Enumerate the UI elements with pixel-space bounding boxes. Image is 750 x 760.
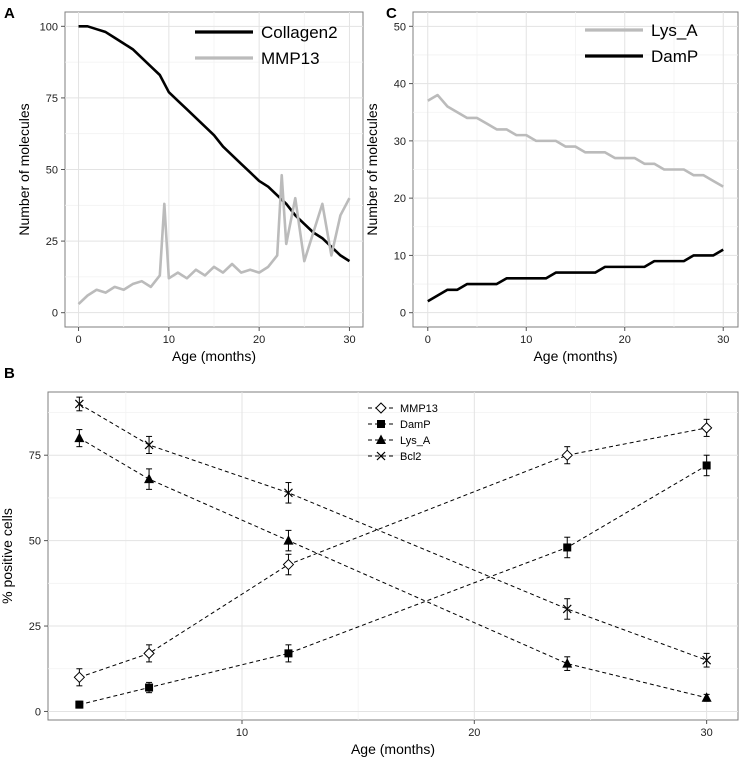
point-damp	[284, 649, 293, 658]
point-mmp13	[561, 449, 573, 461]
point-bcl2	[144, 440, 154, 450]
tick-label-y: 40	[394, 79, 406, 91]
tick-label-x: 10	[520, 334, 532, 346]
series-line-damp	[79, 465, 707, 706]
legend-label-mmp13: MMP13	[261, 49, 320, 68]
point-mmp13	[282, 558, 295, 571]
tick-label-y: 50	[29, 536, 41, 548]
point-bcl2	[702, 655, 712, 665]
panel-letter-c: C	[386, 5, 397, 22]
point-damp	[563, 543, 572, 552]
point-damp	[145, 683, 154, 692]
tick-label-y: 100	[40, 21, 58, 33]
legend-key-damp	[377, 420, 385, 428]
tick-label-y: 50	[394, 21, 406, 33]
plot-area	[47, 391, 739, 721]
legend-label-damp: DamP	[400, 419, 431, 431]
legend-label-lys_a: Lys_A	[651, 21, 698, 40]
tick-label-y: 20	[394, 193, 406, 205]
data-layer	[77, 25, 351, 306]
point-damp	[702, 461, 711, 470]
chart-panel-c: 0 10 20 30 0 10 20 30 40 50 Age (months) Number of …	[364, 11, 739, 364]
point-mmp13	[700, 422, 713, 434]
point-bcl2	[284, 488, 293, 498]
tick-label-x: 10	[163, 334, 175, 346]
series-line-collagen2	[78, 25, 351, 263]
tick-label-x: 30	[343, 334, 355, 346]
tick-label-x: 20	[468, 727, 480, 739]
data-layer	[427, 93, 724, 303]
tick-label-x: 30	[701, 727, 713, 739]
chart-panel-b: 10 20 30 0 25 50 75 Age (months) % positive cell…	[0, 391, 739, 757]
point-lys_a	[701, 692, 712, 702]
series-line-mmp13	[77, 173, 351, 306]
tick-label-y: 10	[394, 250, 406, 262]
y-axis-title: Number of molecules	[16, 103, 32, 235]
x-axis-title: Age (months)	[172, 348, 256, 364]
legend-label-lys_a: Lys_A	[400, 435, 431, 447]
tick-label-y: 25	[46, 236, 58, 248]
tick-label-x: 30	[717, 334, 729, 346]
legend-label-collagen2: Collagen2	[261, 23, 338, 42]
tick-label-x: 20	[253, 334, 265, 346]
tick-label-y: 0	[52, 308, 58, 320]
chart-panel-a: 0 10 20 30 0 25 50 75 100 Age (months) Number of m…	[16, 11, 364, 364]
data-layer	[73, 396, 713, 709]
panel-letter-b: B	[4, 365, 15, 382]
tick-label-x: 10	[236, 727, 248, 739]
legend-key-bcl2	[376, 451, 386, 461]
y-axis-title: Number of molecules	[364, 103, 380, 235]
tick-label-y: 0	[400, 308, 406, 320]
point-mmp13	[73, 671, 86, 683]
legend-key-lys_a	[376, 434, 386, 444]
x-axis-title: Age (months)	[533, 348, 617, 364]
tick-label-y: 50	[46, 165, 58, 177]
y-axis-title: % positive cells	[0, 508, 15, 604]
tick-label-y: 75	[46, 93, 58, 105]
tick-label-y: 30	[394, 136, 406, 148]
point-bcl2	[562, 604, 572, 614]
series-line-lys_a	[427, 93, 724, 188]
point-lys_a	[74, 432, 85, 443]
point-lys_a	[283, 535, 294, 545]
legend-label-mmp13: MMP13	[400, 403, 438, 415]
tick-label-x: 0	[425, 334, 431, 346]
tick-label-y: 25	[29, 621, 41, 633]
point-lys_a	[562, 658, 573, 668]
x-axis-title: Age (months)	[351, 741, 435, 757]
point-damp	[75, 700, 84, 709]
point-mmp13	[143, 647, 155, 660]
legend-key-mmp13	[375, 402, 387, 414]
legend-label-damp: DamP	[651, 47, 698, 66]
tick-label-x: 20	[619, 334, 631, 346]
legend-label-bcl2: Bcl2	[400, 451, 421, 463]
tick-label-y: 0	[35, 706, 41, 718]
point-lys_a	[144, 473, 155, 484]
tick-label-x: 0	[75, 334, 81, 346]
point-bcl2	[74, 399, 84, 409]
tick-label-y: 75	[29, 450, 41, 462]
series-line-damp	[427, 248, 724, 303]
panel-letter-a: A	[4, 5, 15, 22]
